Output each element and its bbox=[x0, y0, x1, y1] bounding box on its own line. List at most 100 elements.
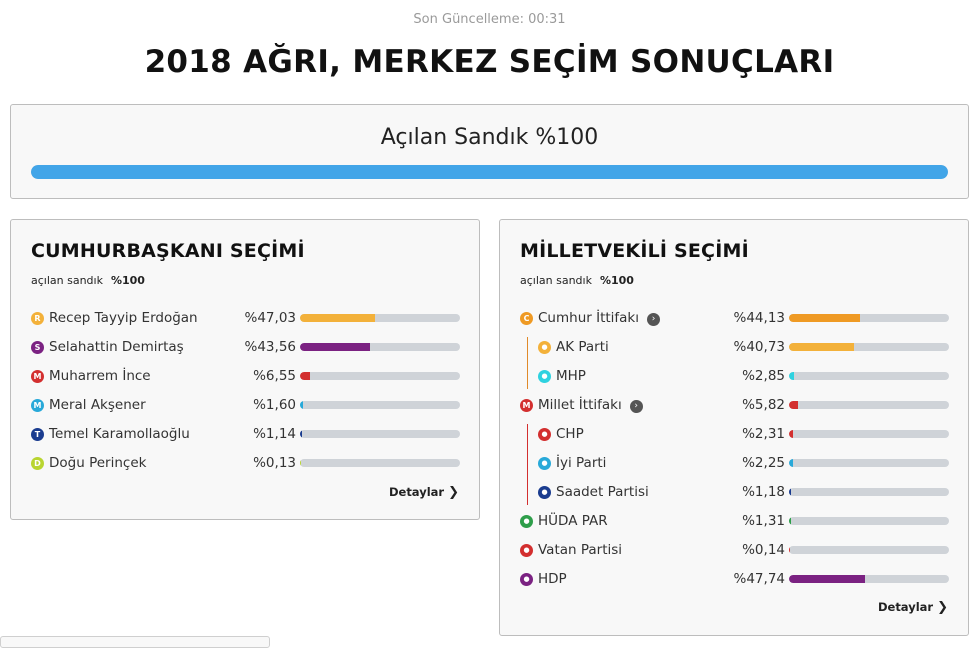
alliance-connector bbox=[527, 424, 528, 505]
result-bar-fill bbox=[789, 430, 793, 438]
details-label: Detaylar bbox=[388, 485, 445, 499]
opened-value: %100 bbox=[110, 274, 145, 287]
huda-par-icon: ● bbox=[520, 515, 533, 528]
result-bar bbox=[789, 488, 949, 496]
party-name: HDP bbox=[538, 571, 567, 587]
result-bar-fill bbox=[789, 314, 860, 322]
next-card-edge bbox=[0, 636, 270, 648]
overall-progress-bar bbox=[31, 165, 948, 179]
alliance-connector bbox=[527, 337, 528, 389]
hdp-icon: ● bbox=[520, 573, 533, 586]
expand-arrow-icon[interactable]: › bbox=[629, 400, 643, 413]
candidate-name: Doğu Perinçek bbox=[49, 455, 147, 471]
result-bar-fill bbox=[300, 314, 376, 322]
result-bar-fill bbox=[789, 372, 794, 380]
result-bar-fill bbox=[300, 401, 303, 409]
expand-arrow-icon[interactable]: › bbox=[647, 313, 660, 326]
page-title: 2018 AĞRI, MERKEZ SEÇİM SONUÇLARI bbox=[144, 44, 835, 80]
result-bar bbox=[789, 546, 949, 554]
parliament-details-link[interactable]: Detaylar ❯ bbox=[878, 600, 948, 615]
result-bar-fill bbox=[300, 459, 301, 467]
candidate-percent: %1,14 bbox=[253, 426, 296, 442]
presidential-card: CUMHURBAŞKANI SEÇİMİ açılan sandık %100 R… bbox=[10, 219, 480, 520]
party-row: ● MHP %2,85 bbox=[520, 367, 949, 387]
vatan-partisi-icon: ● bbox=[520, 544, 533, 557]
candidate-row: T Temel Karamollaoğlu %1,14 bbox=[31, 425, 460, 445]
party-row: ● AK Parti %40,73 bbox=[520, 338, 949, 358]
result-bar bbox=[789, 343, 949, 351]
opened-label: açılan sandık bbox=[520, 274, 592, 287]
party-percent: %2,25 bbox=[742, 455, 785, 471]
result-bar-fill bbox=[789, 401, 799, 409]
candidate-row: S Selahattin Demirtaş %43,56 bbox=[31, 338, 460, 358]
party-row: C Cumhur İttifakı › %44,13 bbox=[520, 309, 949, 329]
presidential-details-link[interactable]: Detaylar ❯ bbox=[389, 485, 459, 500]
details-label: Detaylar bbox=[877, 600, 934, 614]
result-bar-fill bbox=[789, 575, 866, 583]
presidential-title: CUMHURBAŞKANI SEÇİMİ bbox=[31, 240, 305, 262]
candidate-row: R Recep Tayyip Erdoğan %47,03 bbox=[31, 309, 460, 329]
result-bar-fill bbox=[789, 343, 855, 351]
candidate-name: Muharrem İnce bbox=[49, 368, 151, 384]
result-bar bbox=[300, 401, 460, 409]
party-name: Vatan Partisi bbox=[538, 542, 623, 558]
candidate-percent: %6,55 bbox=[253, 368, 296, 384]
candidate-badge-icon: M bbox=[31, 399, 44, 412]
result-bar bbox=[789, 430, 949, 438]
party-percent: %2,85 bbox=[742, 368, 785, 384]
party-percent: %2,31 bbox=[742, 426, 785, 442]
party-name: Saadet Partisi bbox=[556, 484, 649, 500]
candidate-row: M Meral Akşener %1,60 bbox=[31, 396, 460, 416]
overall-progress-fill bbox=[31, 165, 948, 179]
chp-icon: ● bbox=[538, 428, 551, 441]
result-bar-fill bbox=[789, 459, 793, 467]
parliament-opened: açılan sandık %100 bbox=[520, 274, 634, 287]
candidate-percent: %47,03 bbox=[244, 310, 296, 326]
presidential-opened: açılan sandık %100 bbox=[31, 274, 145, 287]
result-bar bbox=[300, 430, 460, 438]
millet-ittifaki-icon: M bbox=[520, 399, 533, 412]
party-name: İyi Parti bbox=[556, 455, 607, 471]
result-bar-fill bbox=[789, 517, 792, 525]
candidate-percent: %0,13 bbox=[253, 455, 296, 471]
mhp-icon: ● bbox=[538, 370, 551, 383]
result-bar-fill bbox=[300, 430, 302, 438]
party-name: AK Parti bbox=[556, 339, 609, 355]
result-bar bbox=[789, 517, 949, 525]
result-bar bbox=[300, 314, 460, 322]
result-bar-fill bbox=[300, 343, 370, 351]
result-bar bbox=[300, 459, 460, 467]
party-row: ● HDP %47,74 bbox=[520, 570, 949, 590]
candidate-badge-icon: T bbox=[31, 428, 44, 441]
parliament-title: MİLLETVEKİLİ SEÇİMİ bbox=[520, 240, 749, 262]
candidate-row: D Doğu Perinçek %0,13 bbox=[31, 454, 460, 474]
party-percent: %0,14 bbox=[742, 542, 785, 558]
party-name: MHP bbox=[556, 368, 586, 384]
party-row: ● HÜDA PAR %1,31 bbox=[520, 512, 949, 532]
result-bar-fill bbox=[300, 372, 311, 380]
saadet-partisi-icon: ● bbox=[538, 486, 551, 499]
result-bar bbox=[300, 343, 460, 351]
party-name[interactable]: Cumhur İttifakı › bbox=[538, 310, 660, 326]
candidate-row: M Muharrem İnce %6,55 bbox=[31, 367, 460, 387]
candidate-percent: %43,56 bbox=[244, 339, 296, 355]
party-row: M Millet İttifakı › %5,82 bbox=[520, 396, 949, 416]
candidate-name: Temel Karamollaoğlu bbox=[49, 426, 190, 442]
opened-ballot-label: Açılan Sandık %100 bbox=[380, 125, 599, 150]
party-name: CHP bbox=[556, 426, 584, 442]
opened-value: %100 bbox=[599, 274, 634, 287]
result-bar bbox=[789, 575, 949, 583]
candidate-badge-icon: D bbox=[31, 457, 44, 470]
party-row: ● Saadet Partisi %1,18 bbox=[520, 483, 949, 503]
ak-parti-icon: ● bbox=[538, 341, 551, 354]
last-updated: Son Güncelleme: 00:31 bbox=[413, 12, 566, 27]
candidate-percent: %1,60 bbox=[253, 397, 296, 413]
result-bar-fill bbox=[789, 488, 791, 496]
chevron-right-icon: ❯ bbox=[448, 485, 459, 500]
chevron-right-icon: ❯ bbox=[937, 600, 948, 615]
party-name[interactable]: Millet İttifakı › bbox=[538, 397, 643, 413]
party-percent: %44,13 bbox=[733, 310, 785, 326]
candidate-name: Selahattin Demirtaş bbox=[49, 339, 184, 355]
result-bar bbox=[300, 372, 460, 380]
